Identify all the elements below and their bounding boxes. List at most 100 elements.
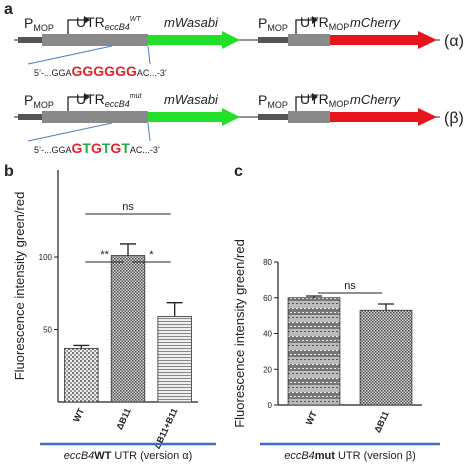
error-bar bbox=[306, 295, 322, 298]
tss-arrowhead bbox=[312, 93, 318, 101]
bar bbox=[157, 316, 192, 403]
error-bar bbox=[120, 243, 136, 256]
x-tick-label: WT bbox=[304, 409, 319, 426]
zoom-line bbox=[147, 122, 151, 142]
text: P bbox=[258, 92, 267, 108]
significance-label: ns bbox=[344, 280, 356, 292]
sequence-flank: AC...-3’ bbox=[137, 68, 167, 78]
subscript: MOP bbox=[33, 23, 54, 33]
subscript: eccB4 bbox=[105, 22, 130, 32]
text: P bbox=[258, 15, 267, 31]
error-bar bbox=[378, 303, 394, 311]
panel-label: c bbox=[234, 163, 243, 180]
tss-arrowhead bbox=[84, 93, 90, 101]
caption-rest: UTR (version β) bbox=[338, 450, 416, 462]
promoter bbox=[258, 114, 288, 120]
superscript: WT bbox=[130, 16, 142, 23]
tss-arrow bbox=[67, 96, 86, 111]
bar bbox=[359, 309, 413, 406]
sequence-core: T bbox=[121, 140, 130, 156]
text: P bbox=[24, 92, 33, 108]
reporter-label: mCherry bbox=[350, 15, 401, 30]
y-tick-label: 20 bbox=[263, 365, 272, 374]
x-tick-label: WT bbox=[71, 406, 86, 423]
tss-arrowhead bbox=[312, 16, 318, 24]
significance-label: ns bbox=[122, 201, 134, 213]
error-bar bbox=[73, 344, 90, 349]
sequence-core: T bbox=[82, 140, 91, 156]
sequence-flank: 5’-...GGA bbox=[34, 145, 72, 155]
subscript: MOP bbox=[33, 100, 54, 110]
subscript: MOP bbox=[329, 99, 350, 109]
sequence-core: T bbox=[102, 140, 111, 156]
sequence-core: G bbox=[91, 140, 102, 156]
constructs: PMOP UTReccB4WT mWasabi PMOP UTRMOP mCherry(α… bbox=[14, 14, 464, 156]
panel-label: a bbox=[4, 1, 13, 18]
text: UTR bbox=[76, 91, 105, 107]
promoter bbox=[18, 37, 42, 43]
caption-gene: eccB4 bbox=[284, 450, 315, 462]
significance-label: * bbox=[149, 249, 154, 261]
reporter-label: mWasabi bbox=[164, 15, 219, 30]
utr bbox=[288, 34, 330, 46]
utr-label: UTRMOP bbox=[300, 14, 349, 32]
y-tick-label: 0 bbox=[268, 401, 273, 410]
y-axis-label: Fluorescence intensity green/red bbox=[232, 239, 247, 428]
bar bbox=[287, 297, 341, 406]
caption: eccB4WT UTR (version α) bbox=[64, 450, 193, 462]
sequence: 5’-...GGAGGGGGGAC...-3’ bbox=[34, 63, 167, 79]
text: P bbox=[24, 15, 33, 31]
zoom-line bbox=[27, 122, 113, 142]
sequence-core: GGGGGG bbox=[72, 63, 137, 79]
tss-arrow bbox=[67, 19, 86, 34]
reporter-label: mCherry bbox=[350, 92, 401, 107]
y-tick-label: 100 bbox=[39, 253, 53, 262]
sequence-core: G bbox=[110, 140, 121, 156]
utr bbox=[42, 34, 148, 46]
text: UTR bbox=[300, 14, 329, 30]
sequence: 5’-...GGAGTGTGTAC...-3’ bbox=[34, 140, 160, 156]
utr-label: UTReccB4mut bbox=[76, 91, 143, 109]
bar bbox=[110, 255, 146, 403]
significance-label: ** bbox=[100, 249, 109, 261]
subscript: eccB4 bbox=[105, 99, 130, 109]
utr bbox=[288, 111, 330, 123]
sequence-flank: 5’-...GGA bbox=[34, 68, 72, 78]
caption-rest: UTR (version α) bbox=[114, 450, 192, 462]
x-tick-label: ΔB11 bbox=[372, 410, 391, 435]
utr bbox=[42, 111, 148, 123]
error-bar bbox=[166, 302, 183, 317]
reporter-arrow bbox=[148, 31, 240, 49]
superscript: mut bbox=[130, 93, 143, 100]
y-tick-label: 60 bbox=[263, 294, 272, 303]
reporter-arrow bbox=[148, 108, 240, 126]
tss-arrow bbox=[295, 19, 314, 34]
reporter-arrow bbox=[330, 108, 437, 126]
caption-variant: WT bbox=[94, 450, 111, 462]
tss-arrowhead bbox=[84, 16, 90, 24]
version-label: (β) bbox=[444, 110, 464, 127]
reporter-label: mWasabi bbox=[164, 92, 219, 107]
zoom-line bbox=[147, 45, 151, 65]
y-axis-label: Fluorescence intensity green/red bbox=[12, 192, 27, 381]
text: UTR bbox=[300, 91, 329, 107]
subscript: MOP bbox=[267, 100, 288, 110]
bar bbox=[64, 347, 99, 403]
promoter-label: PMOP bbox=[24, 92, 54, 110]
sequence-flank: AC...-3’ bbox=[130, 145, 160, 155]
tss-arrow bbox=[295, 96, 314, 111]
subscript: MOP bbox=[267, 23, 288, 33]
reporter-arrow bbox=[330, 31, 437, 49]
caption-gene: eccB4 bbox=[64, 450, 95, 462]
x-tick-label: ΔB11 bbox=[114, 407, 133, 432]
text: UTR bbox=[76, 14, 105, 30]
charts: b Fluorescence intensity green/red 50 100 WT… bbox=[4, 163, 440, 462]
y-tick-label: 40 bbox=[263, 330, 272, 339]
version-label: (α) bbox=[444, 33, 464, 50]
caption-variant: mut bbox=[315, 450, 336, 462]
panel-label: b bbox=[4, 163, 14, 180]
promoter bbox=[18, 114, 42, 120]
y-tick-label: 50 bbox=[43, 326, 52, 335]
promoter-label: PMOP bbox=[258, 92, 288, 110]
